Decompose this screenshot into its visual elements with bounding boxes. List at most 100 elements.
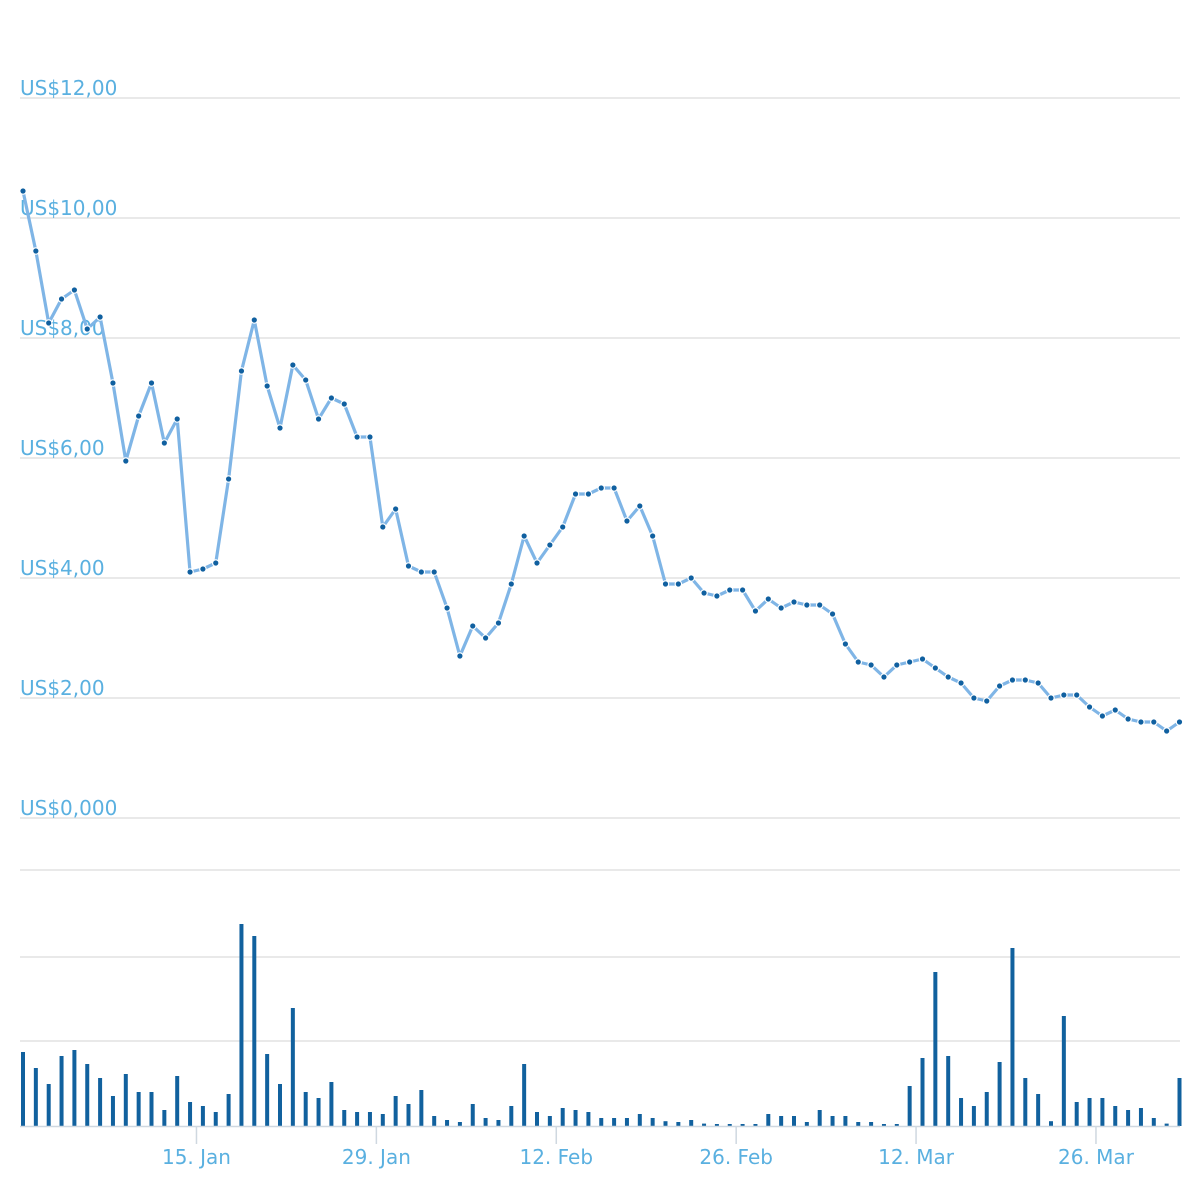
price-point bbox=[558, 523, 567, 531]
volume-bar bbox=[997, 1062, 1002, 1126]
price-point bbox=[366, 433, 374, 441]
price-point bbox=[661, 580, 670, 588]
volume-bars bbox=[21, 924, 1182, 1126]
price-point bbox=[481, 634, 490, 642]
volume-bar bbox=[33, 1068, 38, 1126]
volume-bar bbox=[702, 1123, 707, 1126]
price-point bbox=[520, 532, 528, 540]
price-point bbox=[1150, 718, 1158, 726]
price-point bbox=[610, 484, 618, 492]
volume-bar bbox=[881, 1124, 886, 1126]
volume-bar bbox=[496, 1120, 501, 1126]
volume-bar bbox=[753, 1124, 758, 1126]
price-point bbox=[301, 376, 310, 384]
volume-bar bbox=[612, 1118, 617, 1126]
price-point bbox=[57, 295, 66, 303]
price-y-axis-labels: US$0,000 US$2,00 US$4,00 US$6,00 US$8,00 US$1… bbox=[20, 76, 117, 820]
volume-bar bbox=[162, 1110, 167, 1126]
price-point bbox=[263, 382, 271, 390]
volume-bar bbox=[1164, 1123, 1169, 1126]
price-point bbox=[276, 424, 284, 432]
volume-bar bbox=[1126, 1110, 1131, 1126]
volume-bar bbox=[1061, 1016, 1066, 1126]
price-point bbox=[1162, 727, 1171, 735]
price-point bbox=[1021, 676, 1030, 684]
volume-bar bbox=[817, 1110, 822, 1126]
volume-bar bbox=[406, 1104, 411, 1126]
price-point bbox=[147, 379, 156, 387]
volume-bar bbox=[740, 1124, 745, 1126]
price-series bbox=[19, 187, 1184, 735]
price-point bbox=[443, 604, 451, 612]
price-point bbox=[404, 562, 413, 570]
volume-bar bbox=[188, 1102, 193, 1126]
volume-bar bbox=[1151, 1118, 1156, 1126]
price-point bbox=[687, 574, 696, 582]
price-point bbox=[199, 565, 207, 573]
y-tick-label: US$10,00 bbox=[20, 196, 117, 220]
price-point bbox=[468, 622, 477, 630]
volume-bar bbox=[213, 1112, 218, 1126]
volume-bar bbox=[278, 1084, 282, 1126]
volume-bar bbox=[804, 1122, 809, 1126]
price-point bbox=[905, 658, 914, 666]
price-point bbox=[1111, 706, 1120, 714]
price-point bbox=[211, 559, 220, 567]
volume-bar bbox=[419, 1090, 424, 1126]
price-point bbox=[186, 568, 194, 576]
volume-bar bbox=[509, 1106, 514, 1126]
volume-bar bbox=[766, 1114, 771, 1126]
price-point bbox=[1124, 715, 1132, 723]
price-point bbox=[1085, 703, 1094, 711]
price-point bbox=[623, 517, 631, 525]
price-point bbox=[1098, 712, 1107, 720]
price-point bbox=[237, 367, 246, 375]
price-point bbox=[828, 610, 837, 618]
price-point bbox=[44, 319, 53, 327]
volume-bar bbox=[72, 1050, 77, 1126]
volume-bar bbox=[59, 1056, 64, 1126]
price-grid bbox=[20, 97, 1180, 819]
volume-bar bbox=[869, 1122, 874, 1126]
price-point bbox=[1008, 676, 1017, 684]
volume-bar bbox=[689, 1120, 694, 1126]
volume-bar bbox=[200, 1106, 205, 1126]
price-point bbox=[224, 475, 233, 483]
y-tick-label: US$2,00 bbox=[20, 676, 105, 700]
price-point bbox=[353, 433, 361, 441]
price-point bbox=[327, 394, 336, 402]
volume-bar bbox=[535, 1112, 539, 1126]
volume-bar bbox=[624, 1118, 629, 1126]
volume-bar bbox=[959, 1098, 964, 1126]
volume-bar bbox=[136, 1092, 141, 1126]
price-point bbox=[1175, 718, 1184, 726]
volume-bar bbox=[1049, 1121, 1053, 1126]
volume-bar bbox=[85, 1064, 90, 1126]
volume-bar bbox=[46, 1084, 51, 1126]
volume-bar bbox=[1138, 1108, 1143, 1126]
volume-bar bbox=[432, 1116, 437, 1126]
price-point bbox=[764, 595, 773, 603]
volume-bar bbox=[355, 1112, 360, 1126]
volume-bar bbox=[470, 1104, 475, 1126]
price-point bbox=[700, 589, 708, 597]
price-point bbox=[507, 580, 516, 588]
volume-bar bbox=[933, 972, 938, 1126]
volume-bar bbox=[547, 1116, 552, 1126]
volume-bar bbox=[984, 1092, 989, 1126]
volume-bar bbox=[650, 1118, 655, 1126]
price-point bbox=[109, 379, 117, 387]
price-point bbox=[584, 490, 593, 498]
price-point bbox=[391, 505, 400, 513]
volume-bar bbox=[175, 1076, 180, 1126]
volume-bar bbox=[1177, 1078, 1182, 1126]
price-point bbox=[122, 457, 130, 465]
price-point bbox=[160, 439, 169, 447]
volume-bar bbox=[98, 1078, 103, 1126]
price-point bbox=[134, 412, 143, 420]
volume-bar bbox=[830, 1116, 835, 1126]
price-point bbox=[841, 640, 850, 648]
x-axis: 15. Jan 29. Jan 12. Feb 26. Feb 12. Mar 26. M… bbox=[20, 1125, 1180, 1169]
price-point bbox=[533, 559, 541, 567]
